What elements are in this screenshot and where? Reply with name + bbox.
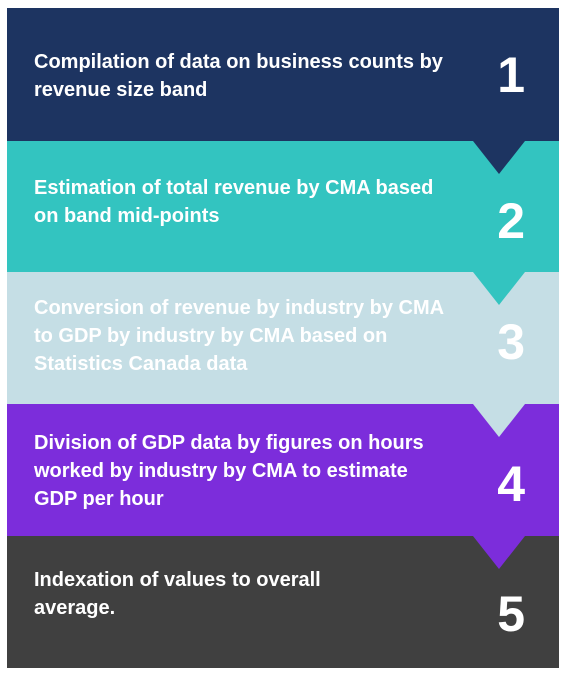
- step-3-text: Conversion of revenue by industry by CMA…: [34, 297, 444, 375]
- step-4-number: 4: [497, 456, 525, 512]
- step-5-number: 5: [497, 586, 525, 642]
- step-2-text: Estimation of total revenue by CMA based…: [34, 177, 434, 227]
- process-step-2: Estimation of total revenue by CMA based…: [7, 141, 559, 272]
- step-1-number: 1: [497, 46, 525, 103]
- step-4-text: Division of GDP data by figures on hours…: [34, 432, 424, 510]
- step-3-number: 3: [497, 314, 525, 370]
- process-step-5: Indexation of values to overall average.…: [7, 536, 559, 668]
- process-step-1: Compilation of data on business counts b…: [7, 8, 559, 141]
- step-1-arrow: [473, 141, 525, 174]
- step-4-arrow: [473, 536, 525, 569]
- process-step-3: Conversion of revenue by industry by CMA…: [7, 272, 559, 404]
- step-3-arrow: [473, 404, 525, 437]
- step-1-text: Compilation of data on business counts b…: [34, 51, 443, 101]
- step-2-number: 2: [497, 193, 525, 249]
- process-step-4: Division of GDP data by figures on hours…: [7, 404, 559, 536]
- step-5-text: Indexation of values to overall average.: [34, 569, 321, 619]
- step-2-arrow: [473, 272, 525, 305]
